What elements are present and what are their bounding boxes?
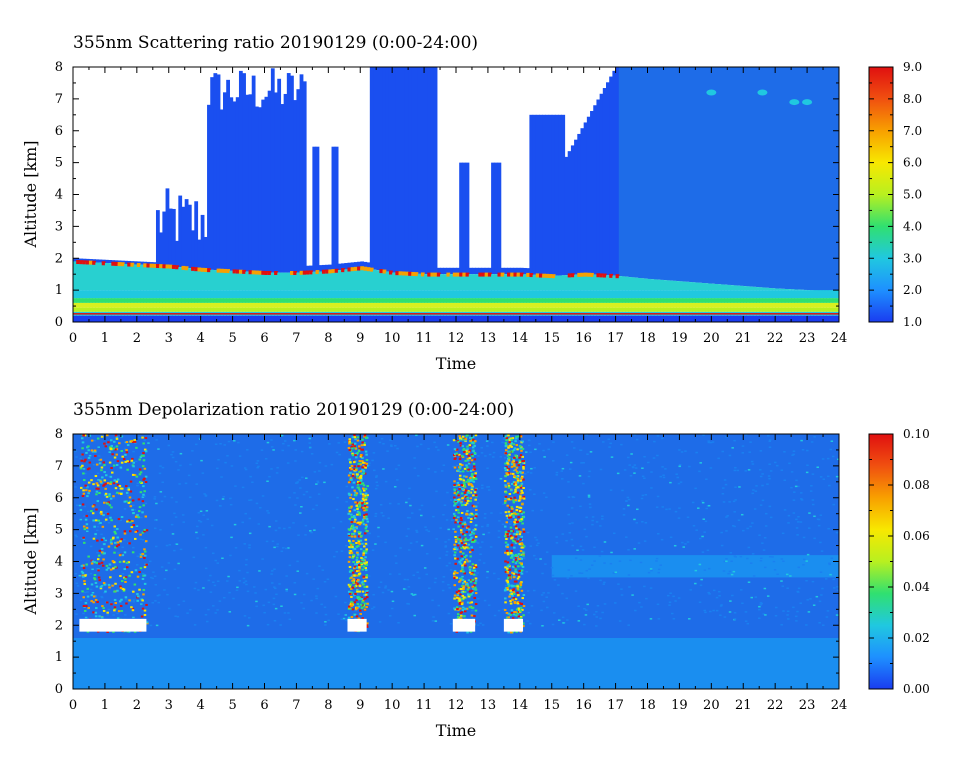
x-tick-label: 8 (324, 331, 332, 346)
y-tick-label: 8 (55, 427, 63, 442)
y-tick-label: 0 (55, 682, 63, 697)
colorbar-tick-label: 1.0 (903, 315, 922, 329)
colorbar-tick-label: 8.0 (903, 92, 922, 106)
x-tick-label: 5 (228, 698, 236, 713)
x-tick-label: 7 (292, 331, 300, 346)
y-tick-label: 3 (55, 586, 63, 601)
y-axis-label: Altitude [km] (21, 140, 40, 248)
y-tick-label: 4 (55, 555, 63, 570)
y-tick-label: 5 (55, 523, 63, 538)
y-tick-label: 3 (55, 219, 63, 234)
x-tick-label: 19 (671, 698, 688, 713)
depolarization-ratio-plot: 0 1 2 3 4 5 6 7 8 9 10 11 12 13 14 15 16 17 18 19 20 21 22 23 24… (55, 427, 848, 713)
x-axis-label: Time (436, 354, 476, 373)
x-tick-label: 22 (767, 698, 784, 713)
x-tick-label: 3 (165, 331, 173, 346)
scattering-ratio-plot: 0 1 2 3 4 5 6 7 8 9 10 11 12 13 14 15 16 17 18 19 20 21 22 23 24… (55, 60, 848, 346)
y-tick-label: 2 (55, 251, 63, 266)
x-tick-label: 2 (133, 698, 141, 713)
x-tick-label: 19 (671, 331, 688, 346)
x-tick-label: 17 (607, 698, 624, 713)
x-tick-label: 1 (101, 331, 109, 346)
y-tick-label: 5 (55, 156, 63, 171)
colorbar-tick-label: 9.0 (903, 60, 922, 74)
colorbar-tick-label: 0.02 (903, 631, 930, 645)
x-tick-label: 14 (512, 331, 529, 346)
x-tick-label: 23 (799, 331, 816, 346)
x-tick-label: 10 (384, 331, 401, 346)
y-tick-label: 2 (55, 618, 63, 633)
colorbar-tick-label: 0.08 (903, 478, 930, 492)
y-tick-label: 8 (55, 60, 63, 75)
heatmap-image (73, 67, 839, 322)
x-tick-label: 10 (384, 698, 401, 713)
x-tick-label: 21 (735, 331, 752, 346)
depolarization-ratio-panel: 355nm Depolarization ratio 20190129 (0:0… (21, 400, 930, 740)
y-tick-label: 6 (55, 124, 63, 139)
colorbar-tick-label: 0.06 (903, 529, 930, 543)
x-tick-label: 20 (703, 698, 720, 713)
chart-title: 355nm Scattering ratio 20190129 (0:00-24… (73, 33, 478, 53)
x-tick-label: 16 (575, 698, 592, 713)
heatmap-image (73, 434, 839, 689)
y-tick-label: 7 (55, 459, 63, 474)
x-tick-label: 4 (197, 698, 205, 713)
y-tick-label: 4 (55, 188, 63, 203)
x-tick-label: 1 (101, 698, 109, 713)
depolarization-ratio-colorbar: 0.00 0.02 0.04 0.06 0.08 0.10 (868, 427, 930, 696)
colorbar-tick-label: 0.00 (903, 682, 930, 696)
x-tick-label: 6 (260, 331, 268, 346)
y-tick-label: 1 (55, 283, 63, 298)
x-tick-label: 24 (831, 331, 848, 346)
x-tick-label: 13 (480, 331, 497, 346)
y-tick-label: 6 (55, 491, 63, 506)
x-tick-label: 17 (607, 331, 624, 346)
x-tick-label: 18 (639, 331, 656, 346)
x-tick-label: 9 (356, 331, 364, 346)
x-tick-label: 23 (799, 698, 816, 713)
x-tick-label: 11 (416, 698, 433, 713)
x-tick-label: 11 (416, 331, 433, 346)
x-tick-label: 0 (69, 331, 77, 346)
scattering-ratio-panel: 355nm Scattering ratio 20190129 (0:00-24… (21, 33, 922, 373)
x-tick-label: 15 (543, 331, 560, 346)
x-tick-label: 24 (831, 698, 848, 713)
y-axis-label: Altitude [km] (21, 507, 40, 615)
colorbar-tick-label: 3.0 (903, 251, 922, 265)
colorbar-gradient (868, 433, 894, 690)
x-tick-label: 2 (133, 331, 141, 346)
x-tick-label: 22 (767, 331, 784, 346)
x-tick-label: 12 (448, 331, 465, 346)
y-tick-label: 0 (55, 315, 63, 330)
x-tick-label: 6 (260, 698, 268, 713)
x-tick-label: 20 (703, 331, 720, 346)
x-tick-label: 12 (448, 698, 465, 713)
colorbar-tick-label: 0.10 (903, 427, 930, 441)
x-tick-label: 13 (480, 698, 497, 713)
x-tick-label: 15 (543, 698, 560, 713)
colorbar-tick-label: 4.0 (903, 219, 922, 233)
x-tick-label: 0 (69, 698, 77, 713)
x-tick-label: 18 (639, 698, 656, 713)
scattering-ratio-colorbar: 1.0 2.0 3.0 4.0 5.0 6.0 7.0 8.0 9.0 (868, 60, 922, 329)
x-tick-label: 14 (512, 698, 529, 713)
x-tick-label: 8 (324, 698, 332, 713)
x-tick-label: 4 (197, 331, 205, 346)
x-tick-label: 5 (228, 331, 236, 346)
colorbar-tick-label: 2.0 (903, 283, 922, 297)
y-tick-label: 7 (55, 92, 63, 107)
x-tick-label: 3 (165, 698, 173, 713)
colorbar-tick-label: 6.0 (903, 156, 922, 170)
x-tick-label: 21 (735, 698, 752, 713)
y-tick-label: 1 (55, 650, 63, 665)
colorbar-tick-label: 5.0 (903, 188, 922, 202)
x-tick-label: 16 (575, 331, 592, 346)
x-tick-label: 7 (292, 698, 300, 713)
colorbar-tick-label: 0.04 (903, 580, 930, 594)
x-tick-label: 9 (356, 698, 364, 713)
colorbar-tick-label: 7.0 (903, 124, 922, 138)
chart-title: 355nm Depolarization ratio 20190129 (0:0… (73, 400, 514, 420)
x-axis-label: Time (436, 721, 476, 740)
